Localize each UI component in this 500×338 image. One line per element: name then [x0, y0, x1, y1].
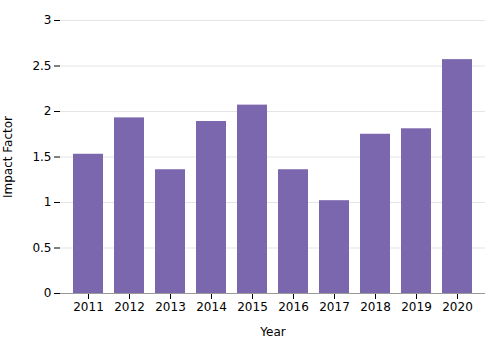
svg-text:Impact Factor: Impact Factor [1, 116, 15, 198]
svg-text:2015: 2015 [237, 300, 268, 314]
svg-text:2012: 2012 [114, 300, 145, 314]
svg-text:2017: 2017 [319, 300, 350, 314]
svg-text:2020: 2020 [442, 300, 473, 314]
svg-text:2013: 2013 [155, 300, 186, 314]
svg-text:2019: 2019 [401, 300, 432, 314]
svg-text:2016: 2016 [278, 300, 309, 314]
svg-text:1: 1 [44, 195, 52, 209]
svg-text:2014: 2014 [196, 300, 227, 314]
svg-text:Year: Year [259, 325, 285, 338]
svg-text:0.5: 0.5 [32, 241, 51, 255]
svg-text:3: 3 [44, 13, 52, 27]
svg-text:2: 2 [44, 104, 52, 118]
svg-text:1.5: 1.5 [32, 150, 51, 164]
svg-text:2.5: 2.5 [32, 59, 51, 73]
svg-text:0: 0 [44, 286, 52, 300]
svg-text:2011: 2011 [73, 300, 104, 314]
svg-text:2018: 2018 [360, 300, 391, 314]
